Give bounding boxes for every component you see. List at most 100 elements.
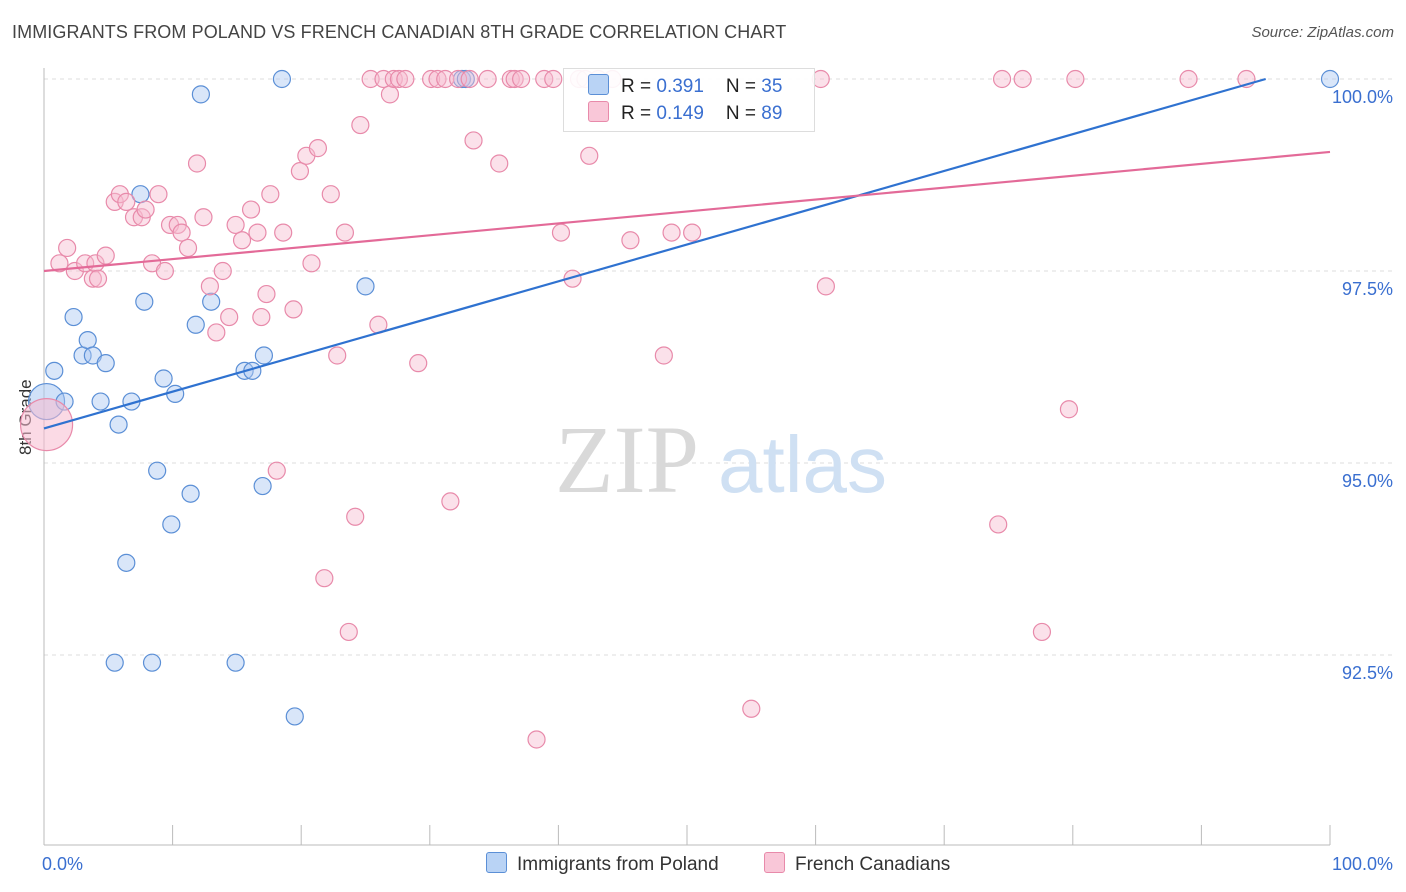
point-french-canadian xyxy=(389,69,409,89)
point-poland xyxy=(96,354,115,373)
point-poland xyxy=(109,415,128,434)
legend-swatch-blue xyxy=(486,852,507,873)
point-french-canadian xyxy=(187,154,207,173)
point-french-canadian xyxy=(328,346,347,365)
point-french-canadian xyxy=(421,69,441,89)
point-french-canadian xyxy=(88,269,108,288)
point-french-canadian xyxy=(346,507,365,526)
point-french-canadian xyxy=(441,492,460,511)
point-french-canadian xyxy=(380,85,400,104)
point-french-canadian xyxy=(662,223,681,242)
point-french-canadian xyxy=(117,192,136,211)
point-french-canadian xyxy=(1032,622,1052,642)
point-poland xyxy=(135,292,154,311)
legend-row-french-canadian: R = 0.149 N = 89 xyxy=(588,101,782,125)
axes xyxy=(43,68,1331,846)
point-french-canadian xyxy=(505,69,524,89)
point-french-canadian xyxy=(339,622,358,642)
point-french-canadian xyxy=(178,238,198,258)
point-french-canadian xyxy=(284,300,303,319)
point-poland xyxy=(253,476,272,496)
point-french-canadian xyxy=(428,69,447,89)
point-poland xyxy=(162,515,181,534)
bottom-legend-poland: Immigrants from Poland xyxy=(486,852,719,876)
point-poland xyxy=(356,277,375,296)
watermark-atlas: atlas xyxy=(718,420,887,509)
point-french-canadian xyxy=(478,69,497,89)
legend-swatch-pink xyxy=(588,101,609,122)
legend-swatch-pink xyxy=(764,852,785,873)
point-french-canadian xyxy=(96,246,115,265)
legend-swatch-blue xyxy=(588,74,609,95)
legend-r-value: 0.149 xyxy=(656,103,704,124)
point-french-canadian xyxy=(501,69,520,89)
point-french-canadian xyxy=(1059,400,1079,419)
point-poland xyxy=(166,384,185,403)
point-french-canadian xyxy=(248,223,267,242)
legend-n-label: N = xyxy=(725,76,762,97)
point-french-canadian xyxy=(267,461,286,480)
point-poland xyxy=(142,653,162,672)
source-label: Source: ZipAtlas.com xyxy=(1251,24,1394,41)
point-poland xyxy=(285,707,304,726)
point-french-canadian xyxy=(194,208,213,227)
point-poland xyxy=(1320,69,1340,89)
point-french-canadian xyxy=(261,185,280,204)
point-french-canadian xyxy=(149,185,168,204)
trend-line-french-canadian xyxy=(43,150,1331,273)
point-french-canadian xyxy=(155,261,174,281)
point-french-canadian xyxy=(527,730,546,749)
point-french-canadian xyxy=(683,223,702,242)
point-poland xyxy=(45,361,64,380)
point-poland xyxy=(105,653,124,672)
x-tick-label: 0.0% xyxy=(42,854,83,874)
legend-name-french-canadian: French Canadians xyxy=(795,854,951,875)
point-french-canadian xyxy=(654,346,673,365)
point-french-canadian xyxy=(226,215,245,235)
point-french-canadian xyxy=(992,69,1012,89)
point-poland xyxy=(226,653,245,672)
legend-n-label: N = xyxy=(725,103,762,124)
point-french-canadian xyxy=(989,515,1008,534)
y-tick-label: 97.5% xyxy=(1342,279,1393,299)
point-french-canadian xyxy=(290,162,310,181)
watermark-zip: ZIP xyxy=(555,406,699,513)
point-poland xyxy=(202,292,221,311)
point-poland xyxy=(456,69,475,89)
y-tick-label: 100.0% xyxy=(1332,87,1393,107)
point-french-canadian xyxy=(335,223,355,242)
trend-line-poland xyxy=(43,77,1267,430)
point-french-canadian xyxy=(232,231,252,250)
point-french-canadian xyxy=(490,154,509,173)
point-french-canadian xyxy=(621,231,640,250)
point-french-canadian xyxy=(321,185,340,204)
chart-title: IMMIGRANTS FROM POLAND VS FRENCH CANADIA… xyxy=(12,22,787,42)
point-poland xyxy=(64,307,83,327)
legend-r-label: R = xyxy=(621,76,657,97)
point-french-canadian xyxy=(58,238,77,258)
x-tick-label: 100.0% xyxy=(1332,854,1393,874)
point-french-canadian xyxy=(200,277,219,296)
watermark: ZIP atlas xyxy=(555,406,887,513)
point-french-canadian xyxy=(172,223,191,242)
point-poland xyxy=(254,346,274,365)
bottom-legend-french-canadian: French Canadians xyxy=(764,852,950,876)
point-french-canadian xyxy=(361,69,380,89)
y-tick-label: 95.0% xyxy=(1342,471,1393,491)
point-poland xyxy=(272,69,292,89)
point-poland xyxy=(78,331,97,350)
point-poland xyxy=(91,392,110,411)
point-french-canadian xyxy=(580,146,599,165)
point-french-canadian xyxy=(252,307,271,327)
point-poland xyxy=(117,553,136,572)
point-french-canadian xyxy=(315,569,334,588)
point-french-canadian xyxy=(396,69,415,89)
point-french-canadian xyxy=(19,398,74,452)
legend-r-label: R = xyxy=(621,103,657,124)
point-french-canadian xyxy=(207,323,226,342)
point-french-canadian xyxy=(308,139,328,158)
point-french-canadian xyxy=(257,284,276,304)
y-tick-label: 92.5% xyxy=(1342,663,1393,683)
point-french-canadian xyxy=(213,261,232,281)
